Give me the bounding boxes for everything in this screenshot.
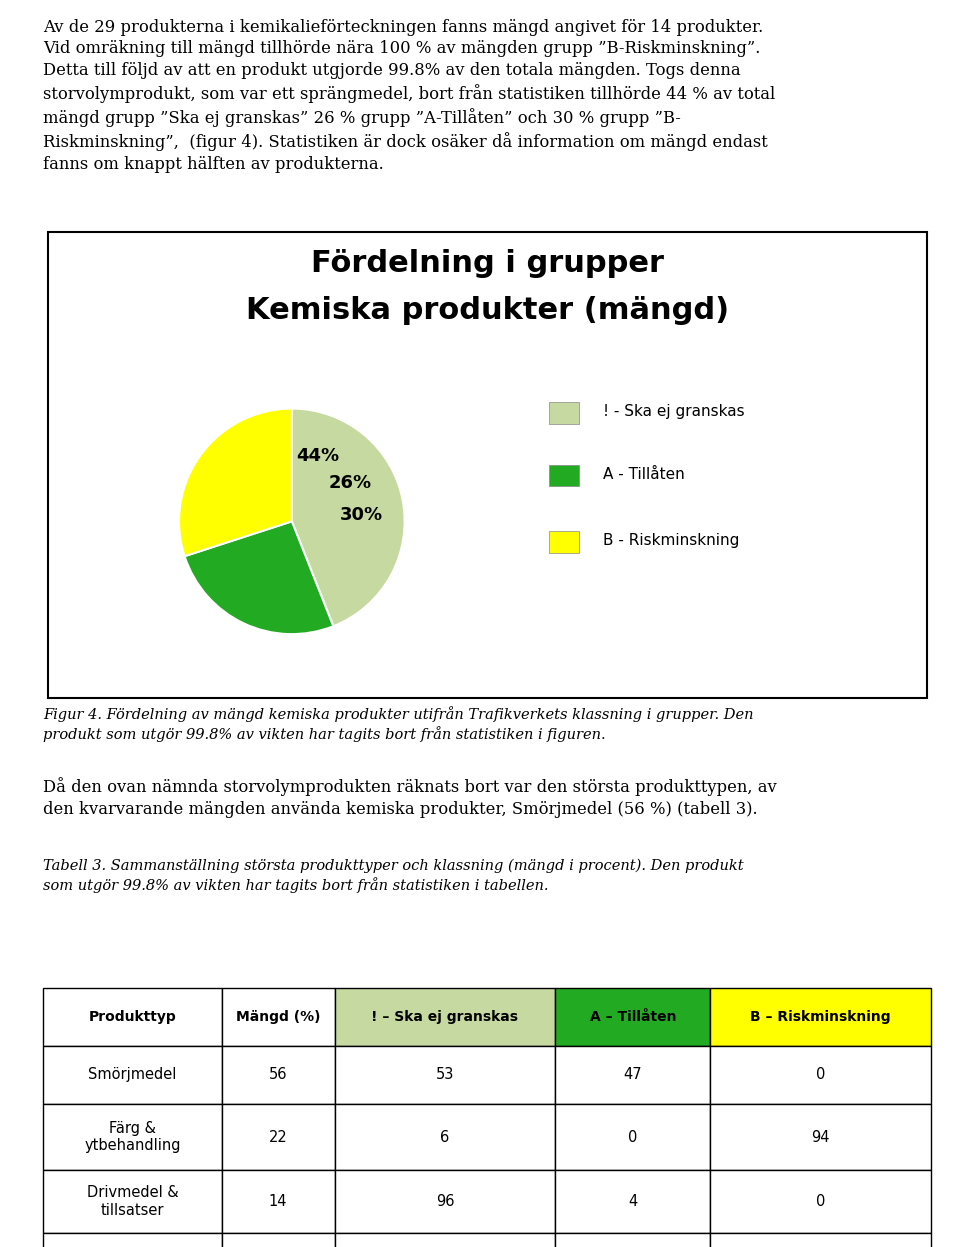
Wedge shape bbox=[184, 521, 333, 635]
FancyBboxPatch shape bbox=[555, 1104, 710, 1171]
FancyBboxPatch shape bbox=[43, 1171, 222, 1233]
Text: 94: 94 bbox=[811, 1130, 830, 1145]
FancyBboxPatch shape bbox=[43, 988, 222, 1046]
Text: 96: 96 bbox=[436, 1195, 454, 1210]
Text: Smörjmedel: Smörjmedel bbox=[88, 1067, 177, 1082]
FancyBboxPatch shape bbox=[222, 1046, 334, 1104]
FancyBboxPatch shape bbox=[555, 1233, 710, 1247]
FancyBboxPatch shape bbox=[549, 403, 579, 424]
FancyBboxPatch shape bbox=[334, 1233, 555, 1247]
FancyBboxPatch shape bbox=[710, 1171, 931, 1233]
Text: Produkttyp: Produkttyp bbox=[88, 1010, 177, 1024]
FancyBboxPatch shape bbox=[43, 1046, 222, 1104]
Text: 22: 22 bbox=[269, 1130, 287, 1145]
Text: 0: 0 bbox=[816, 1195, 826, 1210]
Text: ! - Ska ej granskas: ! - Ska ej granskas bbox=[603, 404, 745, 419]
FancyBboxPatch shape bbox=[710, 1104, 931, 1171]
Text: 44%: 44% bbox=[297, 448, 340, 465]
Text: Fördelning i grupper: Fördelning i grupper bbox=[311, 248, 663, 278]
Text: B - Riskminskning: B - Riskminskning bbox=[603, 532, 740, 547]
Wedge shape bbox=[292, 409, 404, 626]
FancyBboxPatch shape bbox=[222, 1233, 334, 1247]
Text: B – Riskminskning: B – Riskminskning bbox=[751, 1010, 891, 1024]
FancyBboxPatch shape bbox=[710, 1233, 931, 1247]
Text: 6: 6 bbox=[441, 1130, 449, 1145]
Text: 4: 4 bbox=[628, 1195, 637, 1210]
FancyBboxPatch shape bbox=[555, 1046, 710, 1104]
Text: Då den ovan nämnda storvolymprodukten räknats bort var den största produkttypen,: Då den ovan nämnda storvolymprodukten rä… bbox=[43, 777, 777, 818]
Text: Kemiska produkter (mängd): Kemiska produkter (mängd) bbox=[246, 296, 729, 324]
FancyBboxPatch shape bbox=[549, 465, 579, 486]
FancyBboxPatch shape bbox=[48, 232, 926, 697]
Text: 47: 47 bbox=[624, 1067, 642, 1082]
Text: Drivmedel &
tillsatser: Drivmedel & tillsatser bbox=[86, 1186, 179, 1218]
Text: 14: 14 bbox=[269, 1195, 287, 1210]
Text: Mängd (%): Mängd (%) bbox=[236, 1010, 321, 1024]
Text: 53: 53 bbox=[436, 1067, 454, 1082]
FancyBboxPatch shape bbox=[222, 1171, 334, 1233]
FancyBboxPatch shape bbox=[43, 1104, 222, 1171]
Text: 30%: 30% bbox=[340, 506, 383, 524]
Wedge shape bbox=[180, 409, 292, 556]
Text: 26%: 26% bbox=[329, 474, 372, 493]
FancyBboxPatch shape bbox=[43, 1233, 222, 1247]
FancyBboxPatch shape bbox=[334, 1171, 555, 1233]
FancyBboxPatch shape bbox=[222, 988, 334, 1046]
Text: A - Tillåten: A - Tillåten bbox=[603, 466, 685, 481]
FancyBboxPatch shape bbox=[710, 988, 931, 1046]
Text: 56: 56 bbox=[269, 1067, 287, 1082]
FancyBboxPatch shape bbox=[334, 988, 555, 1046]
FancyBboxPatch shape bbox=[555, 1171, 710, 1233]
Text: A – Tillåten: A – Tillåten bbox=[589, 1010, 676, 1024]
FancyBboxPatch shape bbox=[710, 1046, 931, 1104]
FancyBboxPatch shape bbox=[555, 988, 710, 1046]
FancyBboxPatch shape bbox=[334, 1104, 555, 1171]
FancyBboxPatch shape bbox=[222, 1104, 334, 1171]
Text: Tabell 3. Sammanställning största produkttyper och klassning (mängd i procent). : Tabell 3. Sammanställning största produk… bbox=[43, 859, 744, 893]
Text: 0: 0 bbox=[628, 1130, 637, 1145]
FancyBboxPatch shape bbox=[549, 531, 579, 552]
Text: Färg &
ytbehandling: Färg & ytbehandling bbox=[84, 1121, 180, 1153]
Text: Figur 4. Fördelning av mängd kemiska produkter utifrån Trafikverkets klassning i: Figur 4. Fördelning av mängd kemiska pro… bbox=[43, 706, 754, 742]
Text: ! – Ska ej granskas: ! – Ska ej granskas bbox=[372, 1010, 518, 1024]
Text: 0: 0 bbox=[816, 1067, 826, 1082]
Text: Av de 29 produkterna i kemikalieförteckningen fanns mängd angivet för 14 produkt: Av de 29 produkterna i kemikalieförteckn… bbox=[43, 19, 776, 173]
FancyBboxPatch shape bbox=[334, 1046, 555, 1104]
